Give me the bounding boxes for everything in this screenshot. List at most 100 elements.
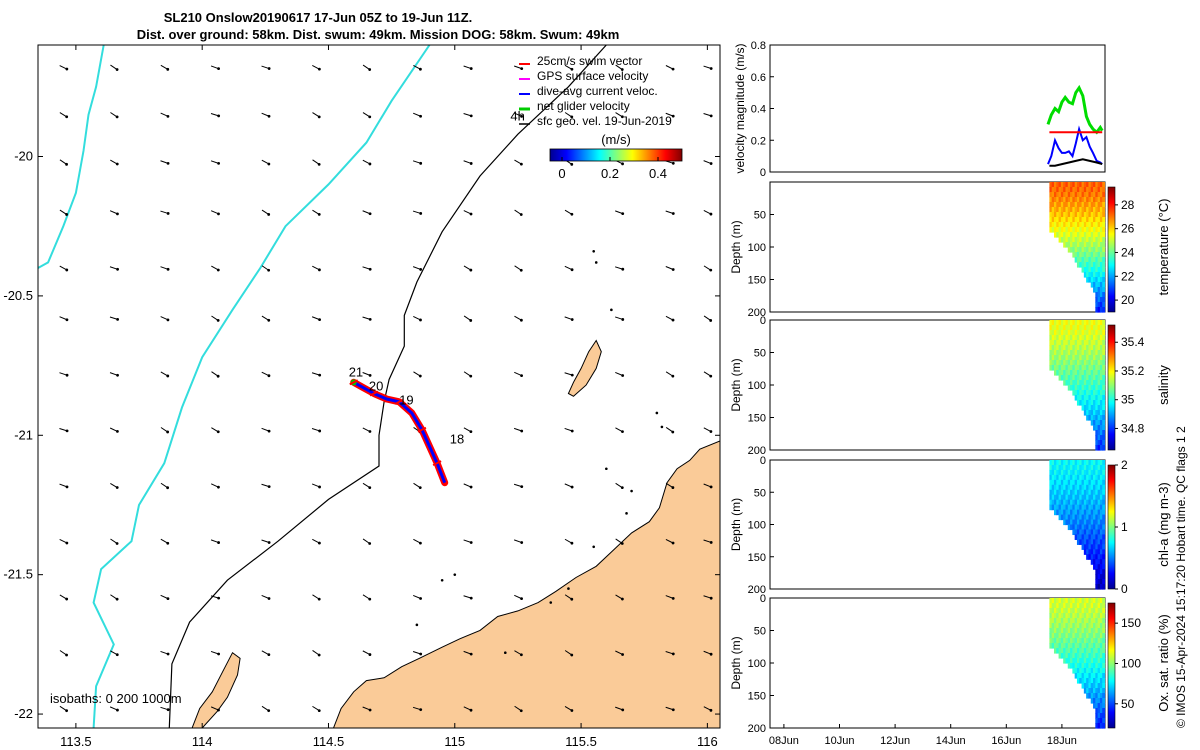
profile-cell [1090, 340, 1094, 346]
velocity-series-line [1049, 158, 1103, 167]
profile-cell [1090, 668, 1094, 674]
current-vector [703, 539, 713, 544]
current-vector [665, 65, 675, 71]
profile-cell [1102, 257, 1106, 263]
profile-cell [1099, 430, 1103, 436]
profile-cell [1053, 345, 1057, 351]
profile-cell [1079, 365, 1083, 371]
profile-cell [1056, 227, 1060, 233]
profile-cell [1074, 187, 1078, 193]
profile-cell [1063, 340, 1067, 346]
profile-cell [1086, 539, 1090, 545]
profile-cell [1079, 237, 1083, 243]
profile-cell [1079, 638, 1083, 644]
profile-cell [1097, 395, 1101, 401]
current-vector [413, 64, 422, 71]
profile-cell [1058, 623, 1062, 629]
profile-cell [1093, 375, 1096, 381]
current-vector [615, 594, 624, 601]
profile-cell [1088, 242, 1092, 248]
profile-cell [1097, 688, 1101, 694]
profile-cell [1074, 623, 1078, 629]
current-vector [514, 315, 523, 322]
profile-cell [1060, 237, 1064, 243]
current-vector [514, 650, 523, 657]
current-vector-head [671, 708, 675, 712]
profile-cell [1090, 479, 1094, 486]
profile-cell [1072, 325, 1076, 331]
profile-cell [1093, 415, 1096, 421]
profile-cell [1081, 380, 1085, 386]
profile-cell [1053, 335, 1057, 341]
profile-cell [1099, 539, 1103, 545]
profile-cell [1095, 628, 1099, 634]
profile-cell [1079, 262, 1083, 268]
profile-cell [1058, 628, 1062, 634]
profile-cell [1070, 242, 1073, 248]
profile-cell [1102, 405, 1106, 411]
profile-cell [1063, 355, 1067, 361]
profile-cell [1102, 217, 1106, 223]
current-vector [463, 650, 473, 656]
profile-cell [1051, 460, 1055, 466]
current-vector [261, 371, 271, 378]
profile-cell [1088, 380, 1092, 386]
profile-cell [1093, 330, 1096, 336]
profile-cell [1058, 460, 1062, 466]
profile-cell [1060, 628, 1064, 634]
profile-cell [1102, 658, 1106, 664]
profile-cell [1053, 330, 1057, 336]
profile-cell [1093, 197, 1096, 203]
profile-cell [1095, 405, 1099, 411]
profile-cell [1076, 375, 1080, 381]
current-vector-head [469, 67, 473, 70]
profile-cell [1093, 479, 1096, 486]
profile-cell [1067, 608, 1071, 614]
profile-cell [1076, 345, 1080, 351]
profile-cell [1076, 653, 1080, 659]
current-vector [110, 482, 119, 489]
profile-cell [1090, 658, 1094, 664]
x-tick-label: 115.5 [565, 734, 597, 749]
profile-cell [1102, 489, 1106, 496]
current-vector [59, 483, 69, 489]
profile-cell [1086, 262, 1090, 268]
profile-cell [1051, 187, 1055, 193]
profile-cell [1095, 420, 1099, 426]
profile-colorbar-tick-label: 35.2 [1121, 364, 1145, 378]
profile-cell [1093, 653, 1096, 659]
profile-cell [1102, 325, 1106, 331]
current-vector [160, 210, 170, 215]
profile-cell [1093, 192, 1096, 198]
profile-cell [1079, 197, 1083, 203]
profile-cell [1086, 460, 1090, 466]
profile-cell [1097, 569, 1101, 575]
profile-cell [1102, 370, 1106, 376]
current-vector-head [620, 542, 624, 545]
profile-cell [1083, 638, 1087, 644]
profile-cell [1053, 628, 1057, 634]
profile-cell [1102, 410, 1106, 416]
current-vector [210, 160, 221, 165]
current-vector-head [166, 318, 170, 322]
profile-cell [1088, 693, 1092, 699]
profile-cell [1081, 365, 1085, 371]
current-vector-head [217, 596, 221, 600]
profile-cell [1081, 262, 1085, 268]
profile-cell [1074, 247, 1078, 253]
profile-cell [1090, 415, 1094, 421]
profile-cell [1095, 330, 1099, 336]
profile-cell [1102, 287, 1106, 293]
profile-cell [1099, 292, 1103, 298]
profile-cell [1099, 668, 1103, 674]
current-vector-head [709, 319, 713, 322]
profile-cell [1086, 415, 1090, 421]
profile-colorbar-tick-label: 20 [1121, 293, 1135, 307]
profile-cell [1063, 638, 1067, 644]
profile-cell [1072, 618, 1076, 624]
profile-cell [1102, 464, 1106, 471]
profile-cell [1058, 648, 1062, 654]
profile-cell [1053, 464, 1057, 471]
profile-cell [1088, 262, 1092, 268]
profile-cell [1099, 232, 1103, 238]
